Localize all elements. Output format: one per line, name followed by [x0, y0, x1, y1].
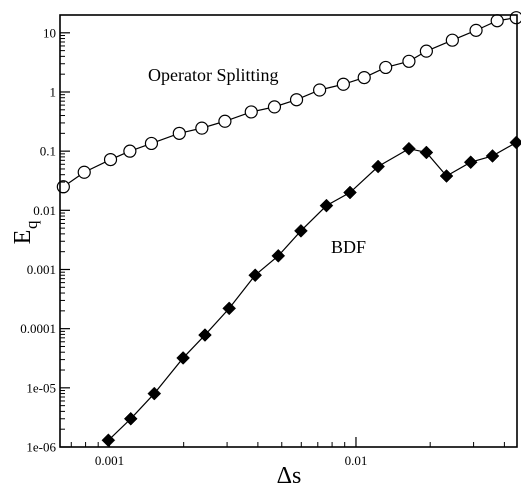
y-tick-label: 1e-05 [26, 380, 56, 395]
y-tick-label: 1 [50, 84, 57, 99]
data-point-diamond [319, 198, 334, 213]
series-1-line [107, 141, 517, 441]
data-point-circle [195, 121, 209, 135]
data-point-diamond [271, 249, 286, 263]
data-point-circle [313, 83, 327, 97]
data-point-circle [103, 152, 118, 167]
data-point-circle [172, 126, 186, 140]
axis-ticks [60, 32, 505, 448]
data-point-diamond [509, 135, 521, 150]
annotation-bdf: BDF [331, 237, 366, 257]
data-point-circle [402, 54, 416, 68]
y-tick-label: 0.01 [33, 203, 56, 218]
data-point-diamond [198, 328, 212, 342]
data-point-diamond [248, 268, 263, 283]
axis-tick-labels: 0.001 0.01 1e-06 1e-05 0.0001 0.001 0.01 0.1 1 10 [20, 25, 367, 468]
data-point-diamond [176, 351, 190, 365]
data-point-diamond [147, 386, 162, 401]
data-point-circle [244, 105, 258, 119]
data-point-circle [445, 33, 459, 47]
data-point-circle [469, 23, 483, 37]
data-point-circle [144, 136, 159, 151]
data-point-circle [336, 77, 350, 91]
data-point-diamond [439, 169, 454, 183]
data-point-diamond [222, 301, 237, 316]
x-axis-label: Δs [277, 463, 302, 489]
data-point-diamond [419, 145, 434, 160]
data-point-circle [77, 165, 91, 179]
data-point-diamond [463, 155, 478, 170]
data-point-diamond [371, 159, 385, 174]
data-point-circle [419, 44, 433, 58]
y-axis-label-main: E [10, 230, 36, 245]
x-tick-label: 0.001 [95, 453, 124, 468]
plot-frame [59, 14, 518, 448]
y-tick-label: 10 [43, 25, 56, 40]
y-axis-label-subscript: q [22, 220, 41, 229]
series-markers [56, 11, 521, 448]
annotation-operator-splitting: Operator Splitting [148, 65, 278, 85]
x-tick-label: 0.01 [345, 453, 368, 468]
data-point-diamond [485, 149, 500, 163]
data-point-circle [357, 71, 371, 85]
y-tick-label: 0.0001 [20, 321, 56, 336]
y-tick-label: 0.001 [27, 262, 56, 277]
y-tick-label: 1e-06 [26, 440, 56, 455]
data-point-diamond [123, 411, 138, 426]
data-point-circle [218, 114, 232, 128]
data-point-circle [289, 93, 304, 107]
series-lines [63, 17, 517, 441]
y-axis-label: E q [10, 220, 41, 244]
data-point-circle [123, 144, 137, 158]
y-tick-label: 0.1 [40, 144, 56, 159]
data-point-diamond [402, 141, 416, 156]
data-point-circle [267, 100, 282, 114]
data-point-circle [490, 14, 504, 28]
data-point-diamond [294, 223, 308, 238]
data-point-diamond [343, 185, 357, 200]
data-point-circle [379, 60, 393, 75]
data-point-circle [509, 11, 521, 25]
